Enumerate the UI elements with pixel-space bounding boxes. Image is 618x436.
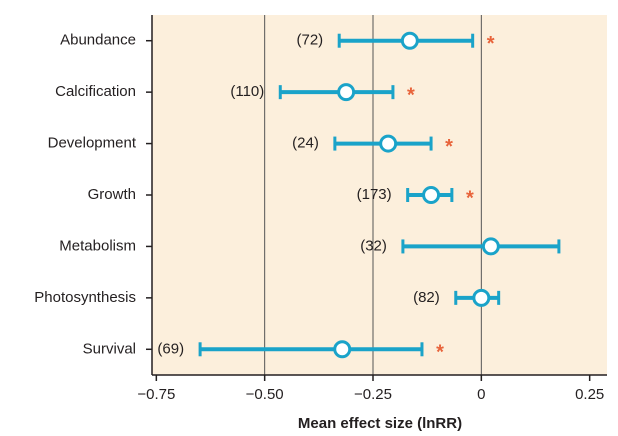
category-label: Development [48, 135, 137, 152]
significance-marker: * [445, 136, 453, 158]
x-tick-label: 0.25 [575, 386, 604, 403]
sample-size-label: (173) [357, 186, 392, 203]
mean-point [333, 340, 352, 359]
significance-marker: * [407, 84, 415, 106]
significance-marker: * [466, 187, 474, 209]
mean-point [379, 134, 398, 153]
x-tick-label: −0.50 [246, 386, 284, 403]
category-label: Calcification [55, 83, 136, 100]
x-tick-label: 0 [477, 386, 485, 403]
mean-point [472, 288, 491, 307]
x-axis-label: Mean effect size (lnRR) [298, 415, 462, 432]
sample-size-label: (82) [413, 289, 440, 306]
mean-point [400, 31, 419, 50]
sample-size-label: (24) [292, 135, 319, 152]
sample-size-label: (72) [297, 32, 324, 49]
category-label: Metabolism [59, 237, 136, 254]
mean-point [481, 237, 500, 256]
plot-background [152, 15, 607, 375]
significance-marker: * [487, 33, 495, 55]
mean-point [422, 186, 441, 204]
x-tick-label: −0.25 [354, 386, 392, 403]
sample-size-label: (32) [360, 237, 387, 254]
sample-size-label: (69) [157, 340, 184, 357]
category-label: Survival [83, 340, 136, 357]
category-label: Growth [88, 186, 136, 203]
x-tick-label: −0.75 [137, 386, 175, 403]
mean-point [337, 83, 356, 102]
category-label: Photosynthesis [34, 289, 136, 306]
sample-size-label: (110) [230, 83, 264, 100]
significance-marker: * [436, 342, 444, 364]
category-label: Abundance [60, 32, 136, 49]
